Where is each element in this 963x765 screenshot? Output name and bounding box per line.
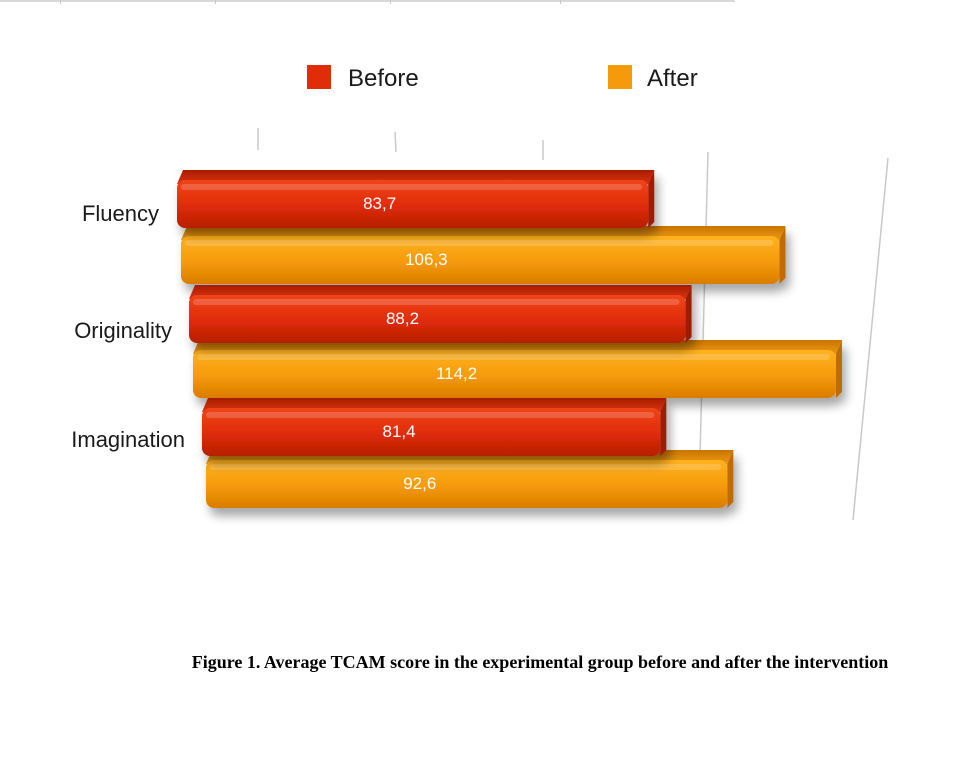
bar-before-fluency [177,170,655,228]
category-label: Fluency [82,201,159,226]
data-label: 92,6 [403,474,436,493]
bar-after-imagination [206,450,734,508]
legend-label-before: Before [348,65,419,92]
legend: Before After [307,65,698,92]
legend-swatch-after [608,65,632,89]
top-border-line [0,0,735,4]
bar-before-originality [189,285,692,343]
bar-after-fluency [181,226,786,284]
data-label: 114,2 [436,364,477,383]
grid-lines [257,128,889,521]
bar-after-originality [193,340,842,398]
data-label: 81,4 [383,422,416,441]
legend-swatch-before [307,65,331,89]
category-label: Originality [74,318,172,343]
grid-line [394,131,397,153]
category-label: Imagination [71,427,185,452]
grid-line [699,151,709,456]
data-label: 106,3 [405,250,448,269]
legend-label-after: After [647,65,698,92]
bar-before-imagination [202,398,667,456]
bar-chart: Before After Fluency Originality Imagina… [71,65,889,521]
figure-caption: Figure 1. Average TCAM score in the expe… [191,652,889,672]
data-label: 88,2 [386,309,419,328]
category-labels: Fluency Originality Imagination [71,201,185,452]
data-label: 83,7 [363,194,396,213]
bars: 106,3 83,7 114,2 88,2 92,6 81,4 [177,170,842,508]
grid-line [852,157,889,521]
